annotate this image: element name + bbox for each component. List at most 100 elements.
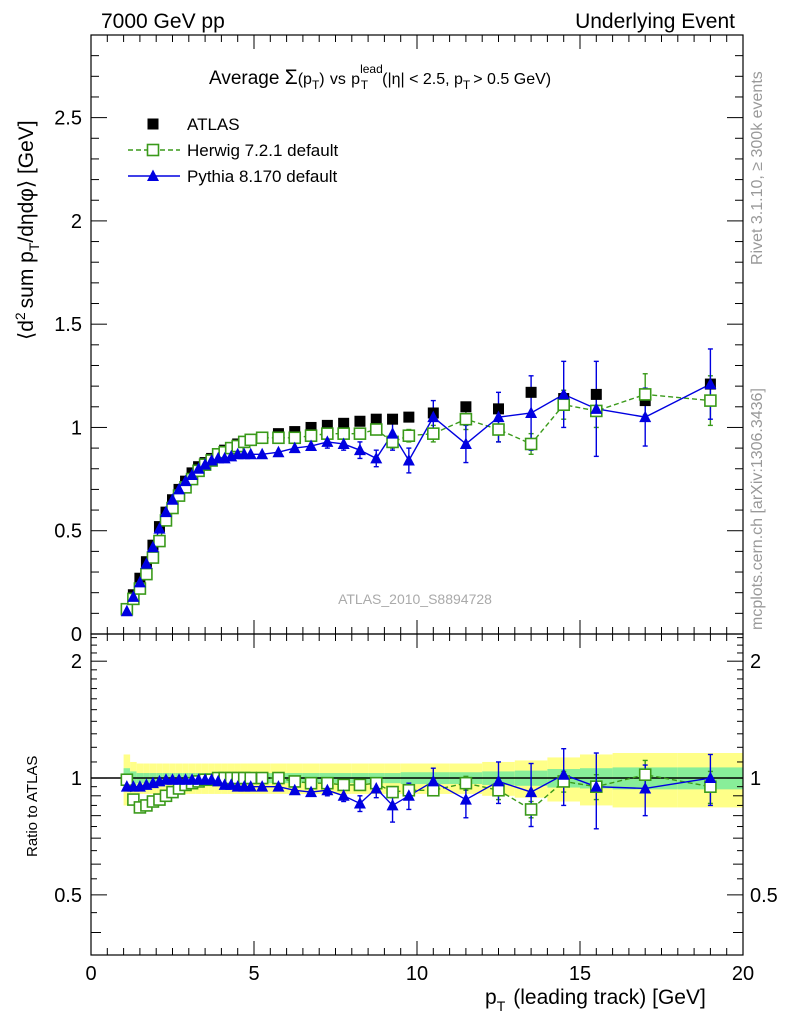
herwig-ratio-point (353, 778, 367, 792)
pythia-point (272, 445, 285, 458)
herwig-point (140, 567, 153, 581)
atlas-point (493, 403, 504, 415)
pythia-point (256, 447, 269, 460)
pythia-ratio-point (427, 774, 440, 787)
pythia-point (133, 575, 146, 588)
herwig-point (459, 412, 473, 426)
herwig-point (557, 398, 571, 412)
legend-label: ATLAS (187, 115, 240, 134)
herwig-point (244, 433, 258, 447)
x-tick-label: 20 (732, 963, 754, 985)
legend-atlas-marker (147, 118, 159, 130)
herwig-point (638, 388, 652, 401)
pythia-point (305, 439, 318, 452)
pythia-point (321, 435, 334, 447)
legend-label: Pythia 8.170 default (187, 167, 338, 186)
pythia-point (166, 493, 179, 505)
pythia-ratio-point (272, 780, 285, 792)
main-plot: 0 0.5 1 1.5 2 2.5 (54, 34, 744, 646)
header-right: Underlying Event (575, 10, 735, 33)
herwig-point (146, 551, 160, 564)
pythia-ratio-point (305, 785, 318, 798)
atlas-point (354, 415, 366, 427)
atlas-point (370, 413, 382, 425)
ratio-plot: 0 5 10 15 20 0.5 0.5 1 1 2 2 (54, 633, 778, 985)
pythia-ratio-point (353, 796, 366, 809)
herwig-point (492, 423, 505, 436)
pythia-ratio-point (386, 798, 399, 811)
pythia-ratio-point (492, 774, 505, 787)
ratio-y-tick-label-right: 2 (750, 651, 761, 673)
x-tick-label: 15 (569, 963, 591, 985)
pythia-ratio-point (557, 768, 570, 780)
ratio-ylabel: Ratio to ATLAS (24, 756, 41, 857)
pythia-ratio-point (459, 793, 472, 805)
pythia-point (590, 402, 603, 414)
herwig-point (255, 431, 269, 445)
x-axis-label: pT (leading track) [GeV] (485, 986, 706, 1014)
pythia-point (127, 590, 140, 602)
pythia-ratio-point (402, 789, 415, 801)
atlas-point (460, 401, 472, 413)
atlas-point (403, 411, 415, 423)
herwig-ratio-point (127, 793, 140, 806)
legend: ATLAS Herwig 7.2.1 default Pythia 8.170 de… (128, 115, 338, 186)
herwig-ratio-point (337, 778, 350, 792)
main-y-tick-label: 2 (71, 211, 82, 233)
herwig-ratio-point (386, 785, 399, 799)
x-tick-label: 10 (406, 963, 428, 985)
watermark: ATLAS_2010_S8894728 (338, 591, 492, 607)
pythia-ratio-point (337, 789, 350, 801)
mcplots-label: mcplots.cern.ch [arXiv:1306.3436] (749, 388, 766, 630)
atlas-point (590, 388, 602, 400)
pythia-ratio-point (525, 785, 538, 798)
header-left: 7000 GeV pp (101, 10, 225, 33)
atlas-point (305, 421, 317, 433)
main-y-tick-label: 0.5 (54, 521, 82, 543)
main-y-tick-label: 1.5 (54, 314, 82, 336)
pythia-point (186, 468, 199, 480)
main-y-tick-label: 1 (71, 417, 82, 439)
rivet-label: Rivet 3.1.10, ≥ 300k events (749, 71, 766, 265)
pythia-ratio-point (288, 783, 301, 796)
main-y-tick-label: 0 (71, 624, 82, 646)
pythia-point (146, 540, 159, 553)
atlas-point (338, 417, 350, 429)
herwig-point (272, 431, 285, 445)
ratio-y-tick-label-right: 1 (750, 768, 761, 790)
pythia-point (192, 462, 205, 474)
pythia-point (639, 410, 652, 423)
pythia-point (140, 557, 153, 569)
herwig-point (402, 429, 416, 443)
pythia-ratio-point (590, 780, 603, 792)
pythia-ratio-point (212, 774, 225, 787)
ratio-y-tick-label-right: 0.5 (750, 885, 778, 907)
herwig-ratio-point (638, 768, 652, 781)
main-y-tick-label: 2.5 (54, 108, 82, 130)
x-tick-label: 5 (248, 963, 259, 985)
herwig-point (524, 437, 538, 451)
pythia-ratio-point (704, 771, 717, 784)
pythia-ratio-point (244, 780, 257, 792)
pythia-point (179, 474, 192, 487)
pythia-point (370, 451, 383, 464)
pythia-ratio-point (321, 783, 334, 796)
pythia-point (427, 410, 440, 423)
pythia-point (244, 447, 257, 460)
pythia-point (337, 437, 350, 449)
ratio-y-tick-label: 1 (71, 768, 82, 790)
legend-label: Herwig 7.2.1 default (187, 141, 338, 160)
pythia-point (402, 453, 415, 466)
pythia-ratio-point (639, 781, 652, 794)
legend-herwig-marker (146, 143, 160, 157)
pythia-point (120, 604, 133, 617)
atlas-point (525, 386, 537, 398)
pythia-ratio-point (370, 781, 383, 794)
pythia-point (386, 427, 399, 439)
ratio-y-tick-label: 2 (71, 651, 82, 673)
atlas-point (387, 413, 399, 425)
legend-pythia-marker (147, 169, 159, 181)
atlas-point (321, 419, 333, 431)
